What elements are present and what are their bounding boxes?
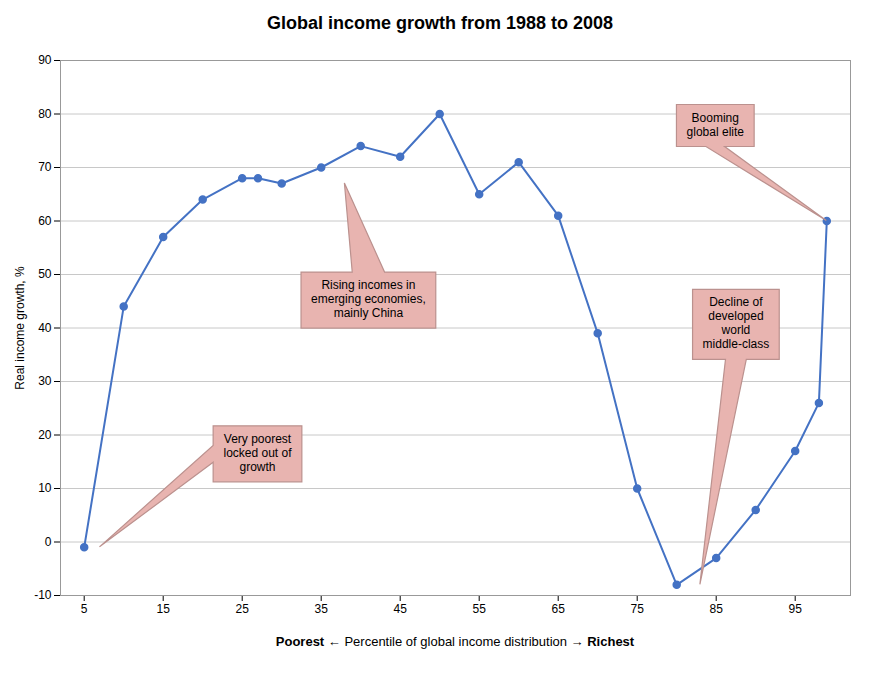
svg-text:Boomingglobal elite: Boomingglobal elite <box>687 111 745 139</box>
html-text:Global income growth from 1988: Global income growth from 1988 to 2008 <box>267 13 613 33</box>
svg-text:Rising incomes inemerging econ: Rising incomes inemerging economies,main… <box>311 278 426 320</box>
svg-text:10: 10 <box>38 481 52 495</box>
svg-text:95: 95 <box>789 602 803 616</box>
svg-text:85: 85 <box>710 602 724 616</box>
svg-text:55: 55 <box>473 602 487 616</box>
svg-text:50: 50 <box>38 267 52 281</box>
svg-text:60: 60 <box>38 214 52 228</box>
svg-text:90: 90 <box>38 53 52 67</box>
svg-text:-10: -10 <box>34 588 52 602</box>
html-text:Poorest ← Percentile of global: Poorest ← Percentile of global income di… <box>275 634 635 649</box>
svg-text:5: 5 <box>81 602 88 616</box>
svg-text:70: 70 <box>38 160 52 174</box>
svg-text:65: 65 <box>552 602 566 616</box>
svg-text:30: 30 <box>38 374 52 388</box>
svg-text:Real income growth, %: Real income growth, % <box>13 266 27 390</box>
svg-text:0: 0 <box>45 535 52 549</box>
svg-text:40: 40 <box>38 321 52 335</box>
svg-text:Decline ofdevelopedworldmiddle: Decline ofdevelopedworldmiddle-class <box>703 295 770 351</box>
svg-text:15: 15 <box>157 602 171 616</box>
svg-text:Very poorestlocked out ofgrowt: Very poorestlocked out ofgrowth <box>223 432 292 474</box>
svg-text:20: 20 <box>38 428 52 442</box>
svg-text:25: 25 <box>236 602 250 616</box>
svg-text:75: 75 <box>631 602 645 616</box>
svg-text:80: 80 <box>38 107 52 121</box>
svg-text:45: 45 <box>394 602 408 616</box>
svg-text:35: 35 <box>315 602 329 616</box>
